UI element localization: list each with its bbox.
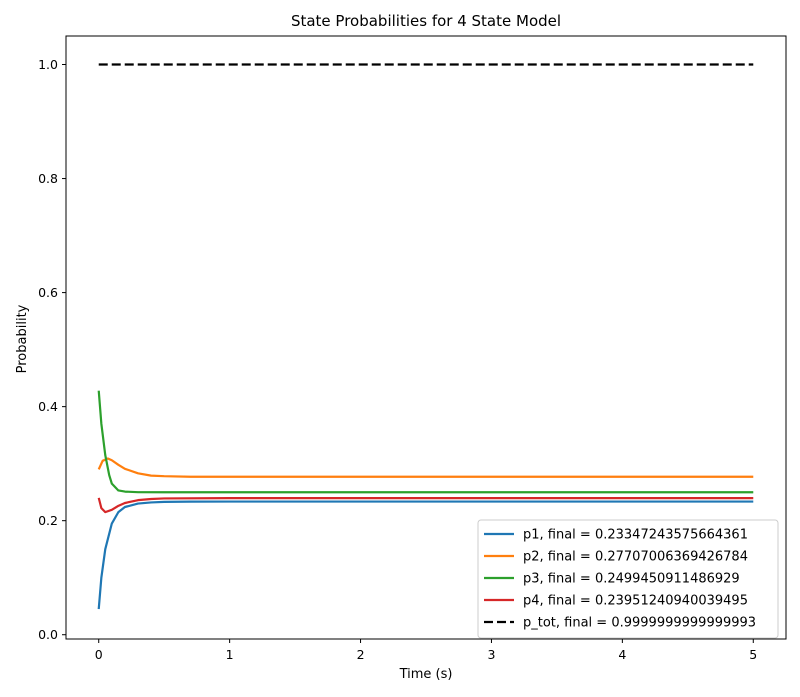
x-tick-label: 2 xyxy=(357,647,365,662)
legend-label-4: p4, final = 0.23951240940039495 xyxy=(523,594,748,609)
y-tick-label: 1.0 xyxy=(38,57,58,72)
x-tick-label: 4 xyxy=(618,647,626,662)
chart-title: State Probabilities for 4 State Model xyxy=(291,12,561,30)
x-tick-label: 0 xyxy=(95,647,103,662)
y-tick-label: 0.2 xyxy=(38,513,58,528)
x-axis-label: Time (s) xyxy=(399,667,453,682)
series-layer xyxy=(97,63,754,610)
y-tick-label: 0.6 xyxy=(38,285,58,300)
legend-label-3: p3, final = 0.2499450911486929 xyxy=(523,572,740,587)
axes-frame xyxy=(65,35,787,640)
y-tick-label: 0.8 xyxy=(38,171,58,186)
series-line-1 xyxy=(97,500,754,610)
legend-box xyxy=(477,519,779,639)
y-tick-label: 0.4 xyxy=(38,399,58,414)
x-tick-label: 1 xyxy=(226,647,234,662)
y-axis-label: Probability xyxy=(15,304,30,373)
x-tick-label: 3 xyxy=(487,647,495,662)
series-line-4 xyxy=(97,497,754,514)
y-tick-label: 0.0 xyxy=(38,627,58,642)
legend-label-2: p2, final = 0.27707006369426784 xyxy=(523,550,748,565)
x-tick-label: 5 xyxy=(749,647,757,662)
series-line-3 xyxy=(97,390,754,494)
axes-layer: 0 1 2 3 4 5 0.0 0.2 0.4 0.6 0.8 1.0 xyxy=(38,35,787,662)
series-line-2 xyxy=(97,457,754,478)
legend-label-1: p1, final = 0.23347243575664361 xyxy=(523,528,748,543)
legend-label-5: p_tot, final = 0.9999999999999993 xyxy=(523,616,756,631)
legend: p1, final = 0.23347243575664361 p2, final… xyxy=(477,519,779,639)
